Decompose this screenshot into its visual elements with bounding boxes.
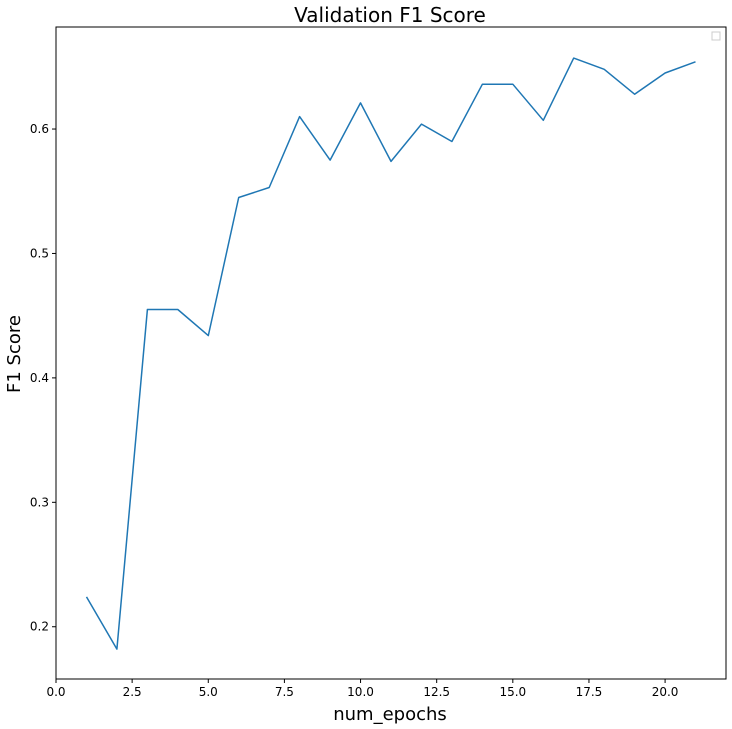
series-group	[85, 57, 696, 650]
y-tick-label: 0.2	[30, 620, 49, 634]
x-tick-label: 17.5	[576, 685, 603, 699]
chart-title: Validation F1 Score	[294, 3, 486, 27]
y-tick-label: 0.6	[30, 122, 49, 136]
x-tick-label: 20.0	[652, 685, 679, 699]
x-axis-label: num_epochs	[333, 704, 447, 725]
plot-area	[55, 26, 727, 680]
legend-box	[711, 31, 721, 41]
x-axis-ticks: 0.0 2.5 5.0 7.5 10.0 12.5 15.0 17.5 20.0	[46, 679, 678, 699]
x-tick-label: 0.0	[46, 685, 65, 699]
x-tick-label: 15.0	[499, 685, 526, 699]
x-tick-label: 7.5	[275, 685, 294, 699]
y-tick-label: 0.4	[30, 371, 49, 385]
x-tick-label: 10.0	[347, 685, 374, 699]
x-tick-label: 12.5	[423, 685, 450, 699]
x-tick-label: 5.0	[199, 685, 218, 699]
x-tick-label: 2.5	[123, 685, 142, 699]
y-tick-label: 0.3	[30, 495, 49, 509]
y-tick-label: 0.5	[30, 246, 49, 260]
y-axis-ticks: 0.2 0.3 0.4 0.5 0.6	[30, 122, 56, 634]
series-line	[85, 57, 696, 650]
y-axis-label: F1 Score	[4, 315, 25, 393]
